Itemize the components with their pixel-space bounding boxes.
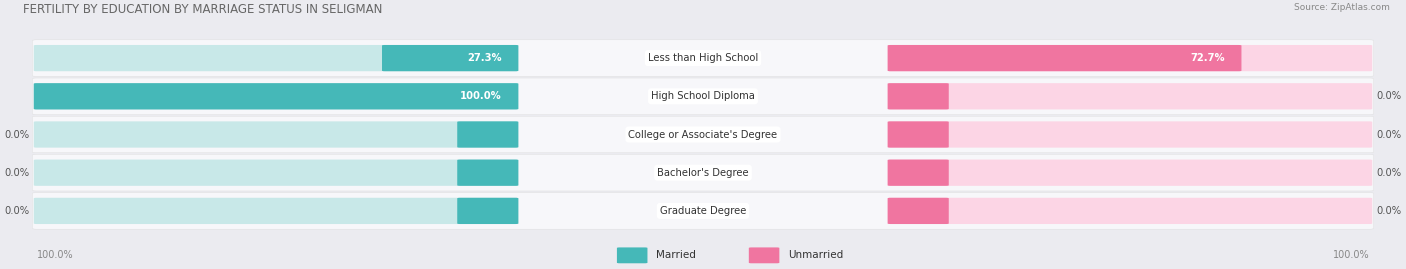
Text: Less than High School: Less than High School: [648, 53, 758, 63]
FancyBboxPatch shape: [887, 83, 949, 109]
FancyBboxPatch shape: [887, 83, 1372, 109]
FancyBboxPatch shape: [457, 198, 519, 224]
Text: 0.0%: 0.0%: [4, 168, 30, 178]
FancyBboxPatch shape: [32, 154, 1374, 191]
Text: 100.0%: 100.0%: [37, 250, 73, 260]
FancyBboxPatch shape: [617, 247, 647, 263]
Text: Unmarried: Unmarried: [787, 250, 844, 260]
FancyBboxPatch shape: [32, 40, 1374, 76]
Text: Graduate Degree: Graduate Degree: [659, 206, 747, 216]
Text: 0.0%: 0.0%: [1376, 206, 1402, 216]
Text: FERTILITY BY EDUCATION BY MARRIAGE STATUS IN SELIGMAN: FERTILITY BY EDUCATION BY MARRIAGE STATU…: [22, 3, 382, 16]
Text: Source: ZipAtlas.com: Source: ZipAtlas.com: [1295, 3, 1391, 12]
FancyBboxPatch shape: [34, 160, 519, 186]
FancyBboxPatch shape: [887, 121, 949, 148]
Text: 0.0%: 0.0%: [4, 206, 30, 216]
Text: 0.0%: 0.0%: [1376, 91, 1402, 101]
FancyBboxPatch shape: [887, 121, 1372, 148]
FancyBboxPatch shape: [32, 193, 1374, 229]
FancyBboxPatch shape: [382, 45, 519, 71]
FancyBboxPatch shape: [457, 121, 519, 148]
Text: 100.0%: 100.0%: [460, 91, 502, 101]
Text: 27.3%: 27.3%: [467, 53, 502, 63]
FancyBboxPatch shape: [887, 160, 1372, 186]
FancyBboxPatch shape: [32, 78, 1374, 115]
Text: College or Associate's Degree: College or Associate's Degree: [628, 129, 778, 140]
FancyBboxPatch shape: [887, 198, 1372, 224]
FancyBboxPatch shape: [457, 160, 519, 186]
FancyBboxPatch shape: [34, 83, 519, 109]
Text: Married: Married: [655, 250, 696, 260]
Text: High School Diploma: High School Diploma: [651, 91, 755, 101]
FancyBboxPatch shape: [887, 160, 949, 186]
Text: 0.0%: 0.0%: [4, 129, 30, 140]
FancyBboxPatch shape: [887, 45, 1372, 71]
FancyBboxPatch shape: [887, 45, 1241, 71]
Text: Bachelor's Degree: Bachelor's Degree: [657, 168, 749, 178]
Text: 0.0%: 0.0%: [1376, 168, 1402, 178]
FancyBboxPatch shape: [34, 198, 519, 224]
Text: 72.7%: 72.7%: [1189, 53, 1225, 63]
FancyBboxPatch shape: [749, 247, 779, 263]
FancyBboxPatch shape: [34, 83, 519, 109]
FancyBboxPatch shape: [887, 198, 949, 224]
FancyBboxPatch shape: [34, 121, 519, 148]
Text: 100.0%: 100.0%: [1333, 250, 1369, 260]
Text: 0.0%: 0.0%: [1376, 129, 1402, 140]
FancyBboxPatch shape: [32, 116, 1374, 153]
FancyBboxPatch shape: [34, 45, 519, 71]
